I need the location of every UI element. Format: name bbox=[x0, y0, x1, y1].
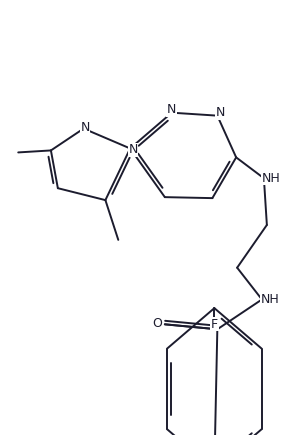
Text: F: F bbox=[211, 318, 218, 331]
Text: NH: NH bbox=[262, 172, 281, 185]
Text: NH: NH bbox=[261, 293, 279, 306]
Text: N: N bbox=[80, 121, 90, 133]
Text: N: N bbox=[128, 143, 138, 157]
Text: N: N bbox=[216, 106, 225, 119]
Text: O: O bbox=[153, 317, 163, 330]
Text: N: N bbox=[167, 103, 176, 116]
